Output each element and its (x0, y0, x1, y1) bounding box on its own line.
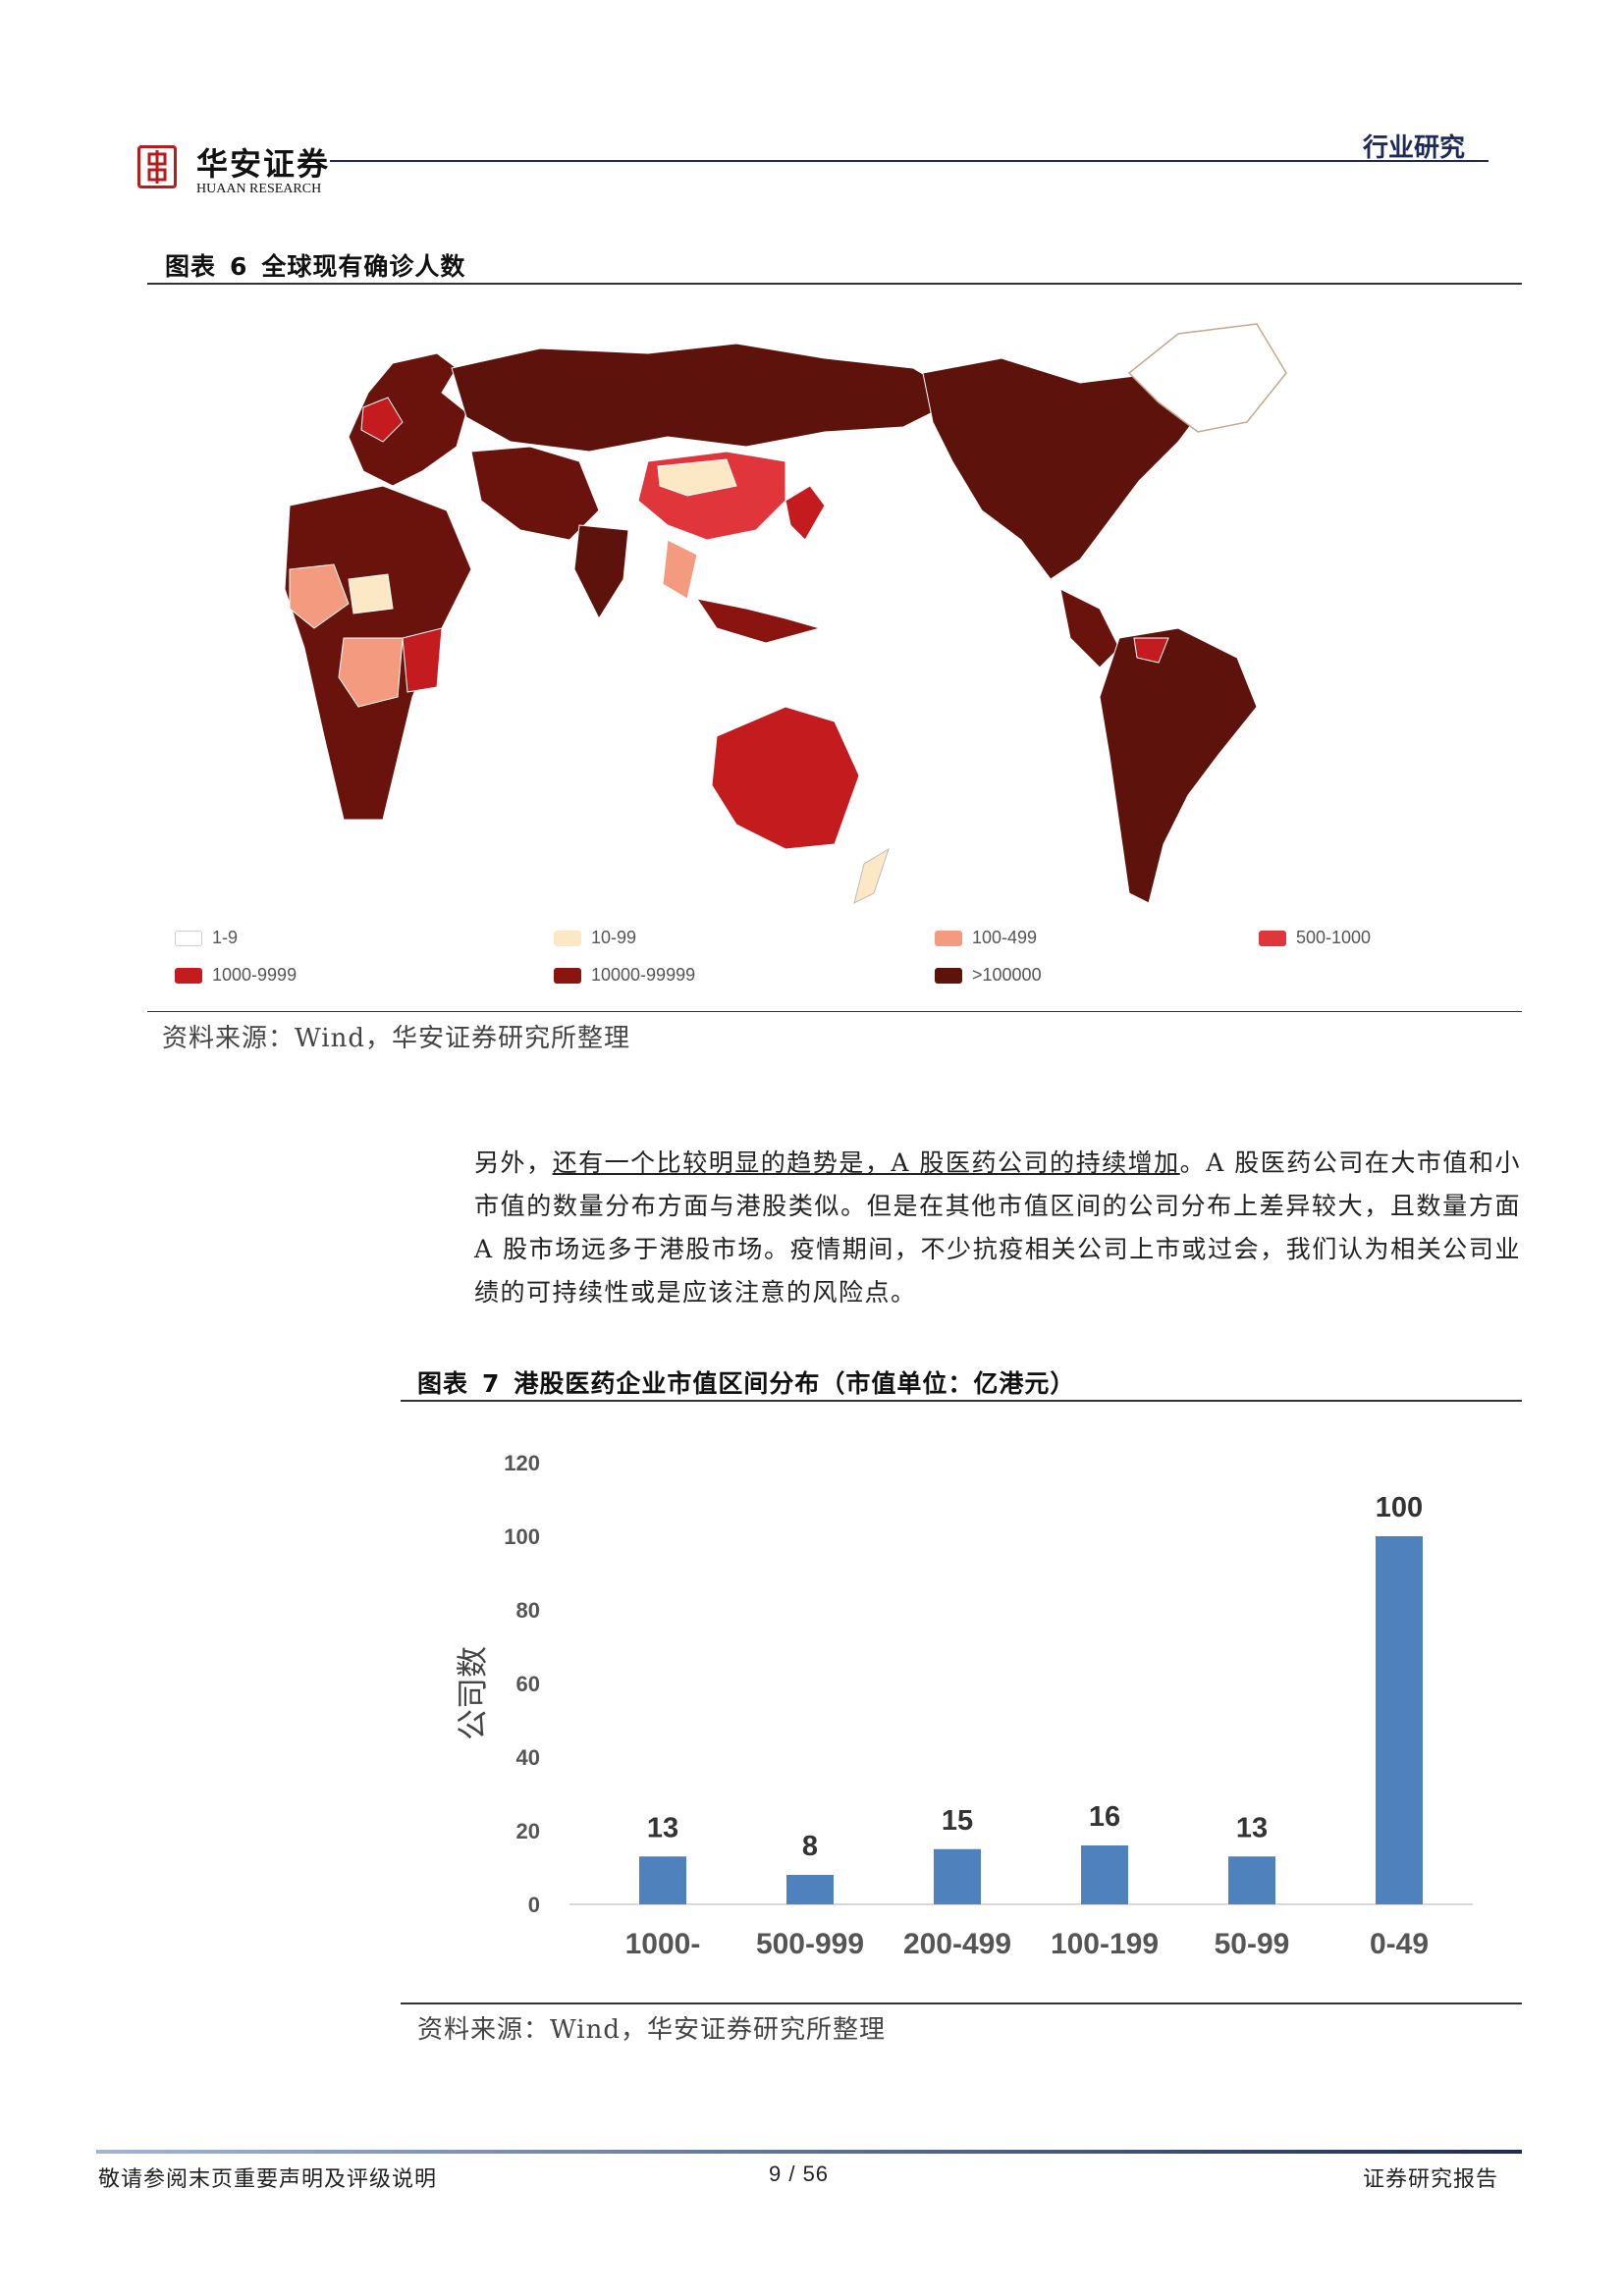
y-tick-label: 40 (516, 1745, 540, 1770)
bar-0-49 (1376, 1536, 1423, 1904)
legend-swatch (935, 967, 962, 984)
legend-swatch (554, 930, 581, 946)
x-axis-ticks: 1000- 500-999 200-499 100-199 50-99 0-49 (625, 1928, 1429, 1960)
figure6-source: 资料来源：Wind，华安证券研究所整理 (162, 1024, 630, 1053)
bar-1000- (639, 1856, 686, 1904)
figure6-bottom-rule (147, 1011, 1522, 1012)
figure7-top-rule (401, 1400, 1522, 1402)
x-tick-label: 500-999 (756, 1928, 864, 1960)
y-axis-ticks: 0 20 40 60 80 100 120 (504, 1451, 540, 1917)
legend-swatch (1259, 930, 1286, 946)
data-labels: 13 8 15 16 13 100 (647, 1492, 1423, 1862)
map-africa (284, 485, 472, 821)
legend-label: 10-99 (591, 928, 637, 947)
legend-label: 1-9 (212, 928, 239, 947)
y-tick-label: 20 (516, 1819, 540, 1843)
section-tag: 行业研究 (1363, 133, 1466, 163)
data-label: 16 (1089, 1801, 1120, 1833)
bar-100-199 (1081, 1845, 1128, 1904)
x-tick-label: 100-199 (1051, 1928, 1159, 1960)
page-number: 9 / 56 (769, 2162, 830, 2186)
legend-label: >100000 (972, 965, 1042, 985)
figure6-label: 图表 (165, 252, 217, 281)
footer-disclaimer: 敬请参阅末页重要声明及评级说明 (98, 2167, 438, 2192)
figure6-title: 图表 6 全球现有确诊人数 (165, 247, 465, 283)
data-label: 8 (802, 1831, 818, 1862)
legend-swatch (175, 930, 202, 946)
map-europe (348, 352, 467, 487)
legend-item-1: 1-9 (175, 928, 238, 948)
figure7-title: 图表 7 港股医药企业市值区间分布（市值单位：亿港元） (417, 1364, 1075, 1400)
footer-report-type: 证券研究报告 (1363, 2167, 1499, 2192)
legend-swatch (554, 967, 581, 984)
bar-500-999 (786, 1875, 834, 1904)
figure6-number: 6 (230, 252, 248, 281)
legend-label: 1000-9999 (212, 965, 298, 985)
legend-item-6: 10000-99999 (554, 965, 695, 986)
figure7-bottom-rule (401, 2002, 1522, 2004)
bars (639, 1536, 1423, 1904)
y-tick-label: 100 (504, 1524, 540, 1549)
y-axis-label: 公司数 (454, 1646, 491, 1740)
bar-chart: 0 20 40 60 80 100 120 公司数 13 8 15 16 13 100 1000- 50… (454, 1451, 1473, 1960)
legend-label: 500-1000 (1296, 928, 1372, 947)
legend-item-2: 10-99 (554, 928, 636, 948)
figure7-source: 资料来源：Wind，华安证券研究所整理 (417, 2015, 886, 2045)
figure7-title-text: 港股医药企业市值区间分布（市值单位：亿港元） (514, 1369, 1076, 1398)
legend-item-7: >100000 (935, 965, 1042, 986)
bar-200-499 (934, 1848, 981, 1904)
legend-label: 10000-99999 (591, 965, 696, 985)
logo-text-cn: 华安证券 (196, 145, 331, 183)
legend-label: 100-499 (972, 928, 1038, 947)
footer-rule (96, 2150, 1522, 2154)
map-south-america (1099, 627, 1258, 904)
figure6-top-rule (147, 283, 1522, 285)
legend-item-3: 100-499 (935, 928, 1037, 948)
figure7-number: 7 (482, 1369, 501, 1398)
company-logo-mark (137, 145, 177, 188)
world-map (284, 323, 1287, 904)
map-australia (711, 706, 890, 904)
map-russia (451, 343, 964, 453)
y-tick-label: 120 (504, 1451, 540, 1475)
paragraph-text: 。A 股医药公司在大市值和小市值的数量分布方面与港股类似。但是在其他市值区间的公… (474, 1148, 1521, 1307)
legend-swatch (935, 930, 962, 946)
body-paragraph: 另外，还有一个比较明显的趋势是，A 股医药公司的持续增加。A 股医药公司在大市值… (474, 1142, 1521, 1314)
legend-swatch (175, 967, 202, 984)
data-label: 15 (942, 1805, 973, 1837)
map-asia (470, 446, 826, 644)
figure6-title-text: 全球现有确诊人数 (261, 252, 466, 281)
y-tick-label: 80 (516, 1598, 540, 1623)
figure7-label: 图表 (417, 1369, 469, 1398)
y-tick-label: 0 (528, 1893, 540, 1917)
legend-item-5: 1000-9999 (175, 965, 297, 986)
bar-50-99 (1228, 1856, 1275, 1904)
logo-text-en: HUAAN RESEARCH (196, 182, 322, 196)
x-tick-label: 1000- (625, 1928, 701, 1960)
paragraph-highlight: 还有一个比较明显的趋势是，A 股医药公司的持续增加 (552, 1148, 1180, 1177)
x-tick-label: 0-49 (1370, 1928, 1429, 1960)
paragraph-text: 另外， (474, 1148, 553, 1177)
x-tick-label: 50-99 (1215, 1928, 1290, 1960)
data-label: 13 (647, 1812, 678, 1843)
data-label: 100 (1376, 1492, 1423, 1523)
header-rule (330, 160, 1489, 162)
x-tick-label: 200-499 (903, 1928, 1011, 1960)
map-north-america (922, 323, 1287, 668)
y-tick-label: 60 (516, 1672, 540, 1696)
data-label: 13 (1236, 1812, 1268, 1843)
legend-item-4: 500-1000 (1259, 928, 1371, 948)
